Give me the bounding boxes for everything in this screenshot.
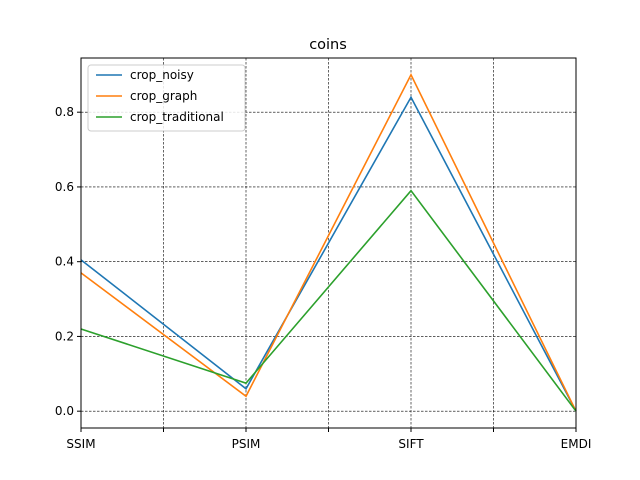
series-lines	[80, 73, 577, 412]
legend-label: crop_noisy	[130, 68, 194, 82]
grid	[81, 58, 576, 428]
series-line-crop-traditional	[80, 189, 577, 412]
y-tick-label: 0.6	[55, 180, 74, 194]
y-tick-label: 0.2	[55, 329, 74, 343]
series-line-crop-noisy	[80, 95, 577, 412]
legend-label: crop_traditional	[130, 110, 224, 124]
x-tick-label-psim: PSIM	[232, 437, 261, 451]
x-axis: SSIM PSIM SIFT EMDI	[66, 428, 591, 451]
y-tick-label: 0.8	[55, 105, 74, 119]
x-tick-label-ssim: SSIM	[66, 437, 95, 451]
chart-title: coins	[309, 37, 347, 53]
legend-box	[87, 64, 246, 132]
y-tick-label: 0.4	[55, 255, 74, 269]
x-tick-label-emdi: EMDI	[561, 437, 592, 451]
legend-label: crop_graph	[130, 89, 197, 103]
x-tick-label-sift: SIFT	[398, 437, 424, 451]
legend: crop_noisy crop_graph crop_traditional	[87, 64, 246, 132]
y-axis: 0.0 0.2 0.4 0.6 0.8	[55, 105, 81, 418]
y-tick-label: 0.0	[55, 404, 74, 418]
series-line-crop-graph	[80, 73, 577, 412]
